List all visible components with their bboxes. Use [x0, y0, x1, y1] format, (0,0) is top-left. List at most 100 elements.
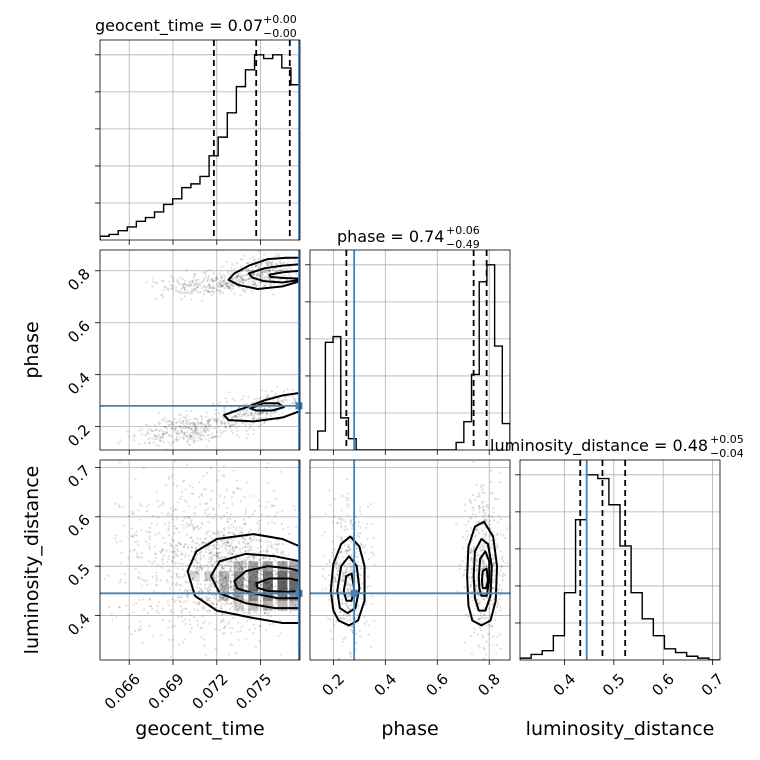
sample-point	[345, 614, 348, 618]
sample-point	[207, 560, 210, 563]
sample-point	[233, 588, 236, 591]
sample-point	[210, 286, 213, 290]
sample-point	[344, 525, 347, 528]
sample-point	[186, 589, 189, 592]
sample-point	[170, 428, 173, 431]
sample-point	[259, 583, 263, 587]
sample-point	[470, 551, 473, 554]
sample-point	[115, 541, 118, 544]
sample-point	[471, 581, 474, 584]
sample-point	[475, 558, 478, 561]
sample-point	[329, 618, 332, 621]
sample-point	[204, 537, 207, 540]
sample-point	[280, 551, 283, 555]
sample-point	[489, 599, 493, 602]
sample-point	[239, 273, 243, 277]
sample-point	[192, 564, 196, 567]
sample-point	[281, 562, 285, 566]
sample-point	[261, 563, 264, 567]
sample-point	[176, 567, 179, 570]
sample-point	[265, 411, 268, 414]
sample-point	[255, 538, 258, 542]
sample-point	[196, 425, 199, 429]
sample-point	[492, 563, 495, 566]
sample-point	[331, 551, 334, 554]
sample-point	[193, 287, 197, 290]
sample-point	[166, 580, 170, 583]
sample-point	[350, 523, 353, 526]
sample-point	[473, 627, 476, 630]
sample-point	[178, 283, 181, 286]
sample-point	[258, 523, 261, 526]
sample-point	[184, 555, 187, 558]
sample-point	[215, 580, 219, 583]
sample-point	[265, 602, 269, 605]
sample-point	[241, 547, 244, 550]
sample-point	[219, 568, 222, 571]
sample-point	[209, 419, 212, 422]
sample-point	[110, 613, 113, 616]
sample-point	[185, 409, 188, 413]
sample-point	[288, 407, 291, 410]
sample-point	[281, 561, 284, 564]
sample-point	[221, 618, 225, 621]
x-tick-label-luminosity-distance: 0.7	[698, 670, 728, 700]
sample-point	[197, 282, 200, 285]
sample-point	[275, 263, 279, 266]
sample-point	[185, 434, 188, 437]
sample-point	[196, 561, 199, 565]
sample-point	[252, 566, 255, 569]
sample-point	[287, 258, 290, 261]
sample-point	[200, 587, 203, 591]
sample-point	[216, 284, 219, 287]
sample-point	[248, 577, 251, 580]
sample-point	[266, 560, 269, 563]
sample-point	[341, 594, 344, 597]
sample-point	[215, 435, 218, 438]
sample-point	[191, 524, 195, 527]
sample-point	[200, 434, 203, 437]
sample-point	[162, 295, 165, 298]
sample-point	[335, 580, 338, 583]
sample-point	[164, 425, 168, 429]
sample-point	[242, 610, 245, 613]
sample-point	[274, 570, 277, 573]
sample-point	[139, 620, 142, 623]
sample-point	[148, 441, 152, 444]
sample-point	[253, 258, 256, 262]
sample-point	[173, 556, 176, 559]
sample-point	[161, 618, 164, 621]
sample-point	[195, 567, 198, 570]
sample-point	[217, 557, 220, 560]
sample-point	[246, 546, 250, 549]
sample-point	[359, 526, 362, 529]
sample-point	[193, 608, 196, 611]
density-cell	[289, 571, 300, 582]
sample-point	[162, 279, 165, 283]
sample-point	[257, 271, 260, 275]
sample-point	[243, 522, 247, 525]
sample-point	[155, 490, 158, 493]
sample-point	[495, 652, 498, 655]
sample-point	[268, 269, 272, 272]
sample-point	[244, 549, 247, 553]
sample-point	[189, 536, 193, 539]
sample-point	[250, 597, 253, 600]
sample-point	[193, 423, 196, 426]
sample-point	[222, 416, 226, 419]
sample-point	[340, 616, 343, 619]
sample-point	[161, 430, 165, 433]
sample-point	[232, 533, 235, 536]
sample-point	[472, 509, 475, 512]
sample-point	[471, 513, 474, 516]
sample-point	[241, 289, 244, 292]
sample-point	[212, 532, 216, 535]
sample-point	[152, 589, 155, 592]
sample-point	[239, 293, 242, 297]
sample-point	[218, 628, 221, 632]
sample-point	[263, 252, 266, 256]
sample-point	[263, 568, 266, 571]
sample-point	[192, 288, 195, 292]
sample-point	[177, 438, 180, 441]
sample-point	[178, 588, 181, 592]
